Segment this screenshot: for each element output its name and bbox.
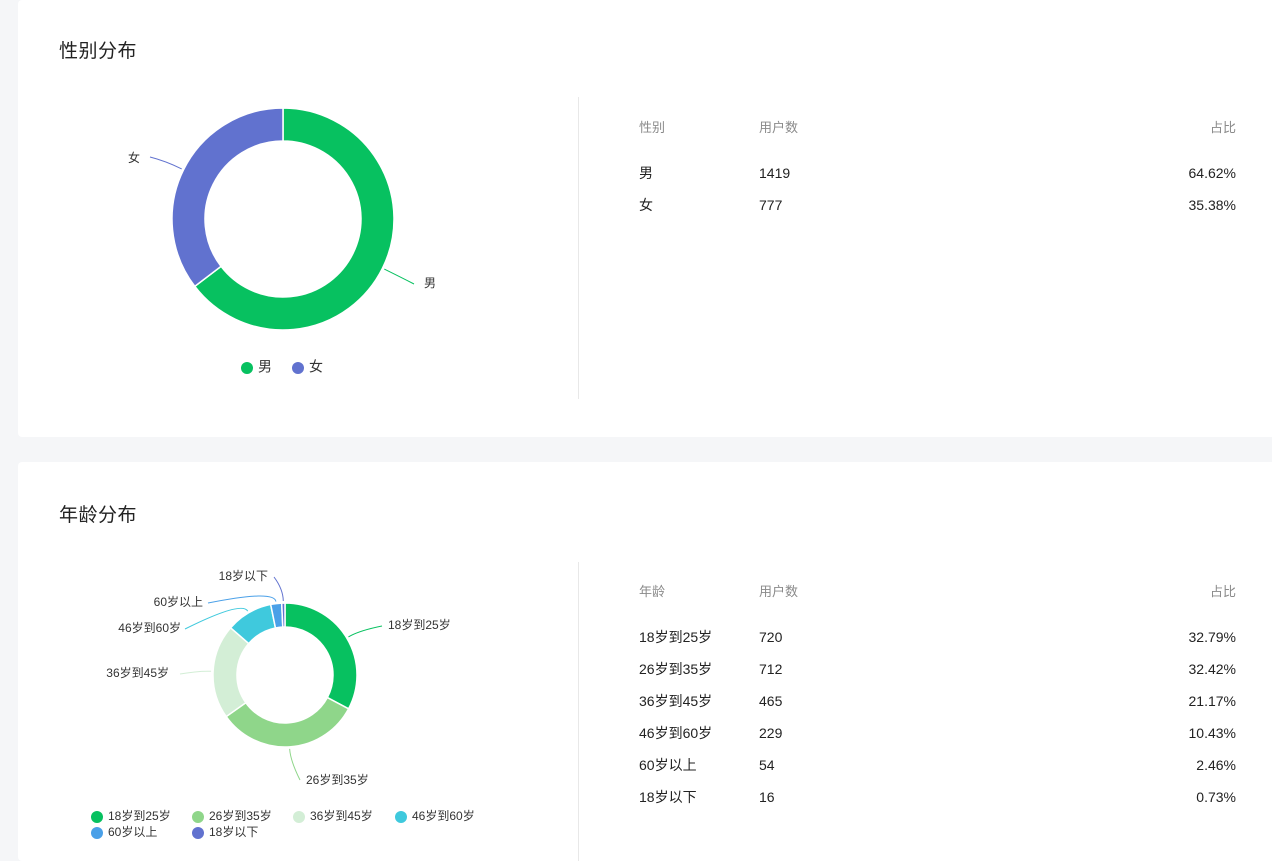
age-header-category: 年龄 [639, 584, 666, 599]
gender-header-users: 用户数 [759, 120, 799, 135]
age-card: 年龄分布 18岁到25岁 26岁到35岁 36岁到45岁 46岁到60岁 60岁以上 18… [18, 462, 1272, 861]
legend-item-18岁以下[interactable]: 18岁以下 [192, 824, 258, 839]
table-row: 36岁到45岁 465 21.17% [639, 691, 1236, 723]
age-cell-label: 18岁以下 [639, 789, 697, 805]
table-row: 26岁到35岁 712 32.42% [639, 659, 1236, 691]
label-line [179, 670, 212, 675]
table-row: 46岁到60岁 229 10.43% [639, 723, 1236, 755]
table-row: 18岁到25岁 720 32.79% [639, 627, 1236, 659]
legend-dot-icon [91, 827, 103, 839]
age-cell-label: 60岁以上 [639, 757, 697, 773]
slice-label: 26岁到35岁 [306, 772, 369, 787]
gender-donut-chart: 男女男女 [128, 107, 436, 375]
age-cell-ratio: 32.79% [1188, 629, 1236, 645]
gender-cell-ratio: 64.62% [1188, 165, 1236, 181]
age-cell-count: 54 [759, 757, 775, 773]
age-cell-label: 26岁到35岁 [639, 661, 713, 677]
legend-label: 26岁到35岁 [209, 808, 272, 823]
label-line [289, 748, 301, 781]
table-row: 女 777 35.38% [639, 195, 1236, 227]
gender-card: 性别分布 男女男女 性别 用户数 占比 男 1419 64.62% 女 777 … [18, 0, 1272, 437]
donut-slice-36岁到45岁[interactable] [212, 626, 250, 718]
age-divider [578, 562, 579, 861]
gender-cell-label: 男 [639, 165, 653, 181]
donut-slice-18岁到25岁[interactable] [284, 602, 358, 710]
legend-label: 46岁到60岁 [412, 808, 475, 823]
label-line [207, 595, 277, 604]
age-cell-count: 465 [759, 693, 783, 709]
table-row: 18岁以下 16 0.73% [639, 787, 1236, 819]
slice-label: 18岁到25岁 [388, 617, 451, 632]
donut-slice-18岁以下[interactable] [280, 602, 286, 628]
legend-item-18岁到25岁[interactable]: 18岁到25岁 [91, 808, 171, 823]
gender-cell-ratio: 35.38% [1188, 197, 1236, 213]
legend-dot-icon [192, 827, 204, 839]
age-table-header: 年龄 用户数 占比 [639, 582, 1236, 627]
age-cell-ratio: 10.43% [1188, 725, 1236, 741]
legend-dot-icon [395, 811, 407, 823]
age-header-ratio: 占比 [1209, 584, 1236, 599]
slice-label: 60岁以上 [154, 594, 203, 609]
donut-slice-男[interactable] [193, 107, 395, 331]
donut-slice-26岁到35岁[interactable] [225, 696, 350, 748]
legend-label: 60岁以上 [108, 824, 157, 839]
label-line [384, 268, 415, 285]
age-cell-ratio: 32.42% [1188, 661, 1236, 677]
slice-label: 男 [424, 276, 436, 290]
legend-item-女[interactable]: 女 [292, 359, 323, 375]
table-row: 60岁以上 54 2.46% [639, 755, 1236, 787]
gender-cell-label: 女 [639, 197, 653, 213]
age-cell-label: 46岁到60岁 [639, 725, 713, 741]
gender-card-title: 性别分布 [59, 41, 138, 62]
age-cell-label: 36岁到45岁 [639, 693, 713, 709]
age-cell-count: 720 [759, 629, 783, 645]
gender-table-header: 性别 用户数 占比 [639, 118, 1236, 163]
legend-dot-icon [241, 362, 253, 374]
age-table: 年龄 用户数 占比 18岁到25岁 720 32.79% 26岁到35岁 712… [639, 582, 1236, 819]
legend-item-男[interactable]: 男 [241, 359, 272, 375]
gender-cell-count: 1419 [759, 165, 791, 181]
donut-slice-女[interactable] [171, 107, 284, 288]
age-cell-label: 18岁到25岁 [639, 629, 713, 645]
age-cell-count: 229 [759, 725, 783, 741]
age-cell-count: 16 [759, 789, 775, 805]
age-donut-chart: 18岁到25岁 26岁到35岁 36岁到45岁 46岁到60岁 60岁以上 18岁以下 18… [91, 568, 475, 839]
gender-cell-count: 777 [759, 197, 783, 213]
legend-dot-icon [292, 362, 304, 374]
legend-label: 女 [309, 359, 323, 375]
table-row: 男 1419 64.62% [639, 163, 1236, 195]
label-line [348, 625, 383, 638]
age-cell-ratio: 2.46% [1196, 757, 1236, 773]
legend-item-36岁到45岁[interactable]: 36岁到45岁 [293, 808, 373, 823]
legend-label: 18岁以下 [209, 824, 258, 839]
legend-item-46岁到60岁[interactable]: 46岁到60岁 [395, 808, 475, 823]
slice-label: 女 [128, 150, 140, 165]
gender-table: 性别 用户数 占比 男 1419 64.62% 女 777 35.38% [639, 118, 1236, 227]
slice-label: 36岁到45岁 [106, 665, 169, 680]
legend-item-26岁到35岁[interactable]: 26岁到35岁 [192, 808, 272, 823]
slice-label: 46岁到60岁 [118, 620, 181, 635]
age-cell-ratio: 21.17% [1188, 693, 1236, 709]
label-line [273, 576, 284, 602]
label-line [149, 156, 182, 170]
legend-label: 36岁到45岁 [310, 808, 373, 823]
legend-dot-icon [293, 811, 305, 823]
gender-header-ratio: 占比 [1209, 120, 1236, 135]
label-line [184, 607, 249, 630]
gender-header-category: 性别 [639, 120, 666, 135]
legend-item-60岁以上[interactable]: 60岁以上 [91, 824, 157, 839]
legend-dot-icon [91, 811, 103, 823]
legend-label: 18岁到25岁 [108, 808, 171, 823]
age-cell-ratio: 0.73% [1196, 789, 1236, 805]
legend-dot-icon [192, 811, 204, 823]
gender-divider [578, 97, 579, 399]
slice-label: 18岁以下 [219, 568, 268, 583]
age-header-users: 用户数 [759, 584, 799, 599]
legend-label: 男 [258, 359, 272, 375]
age-cell-count: 712 [759, 661, 783, 677]
age-card-title: 年龄分布 [59, 505, 138, 526]
